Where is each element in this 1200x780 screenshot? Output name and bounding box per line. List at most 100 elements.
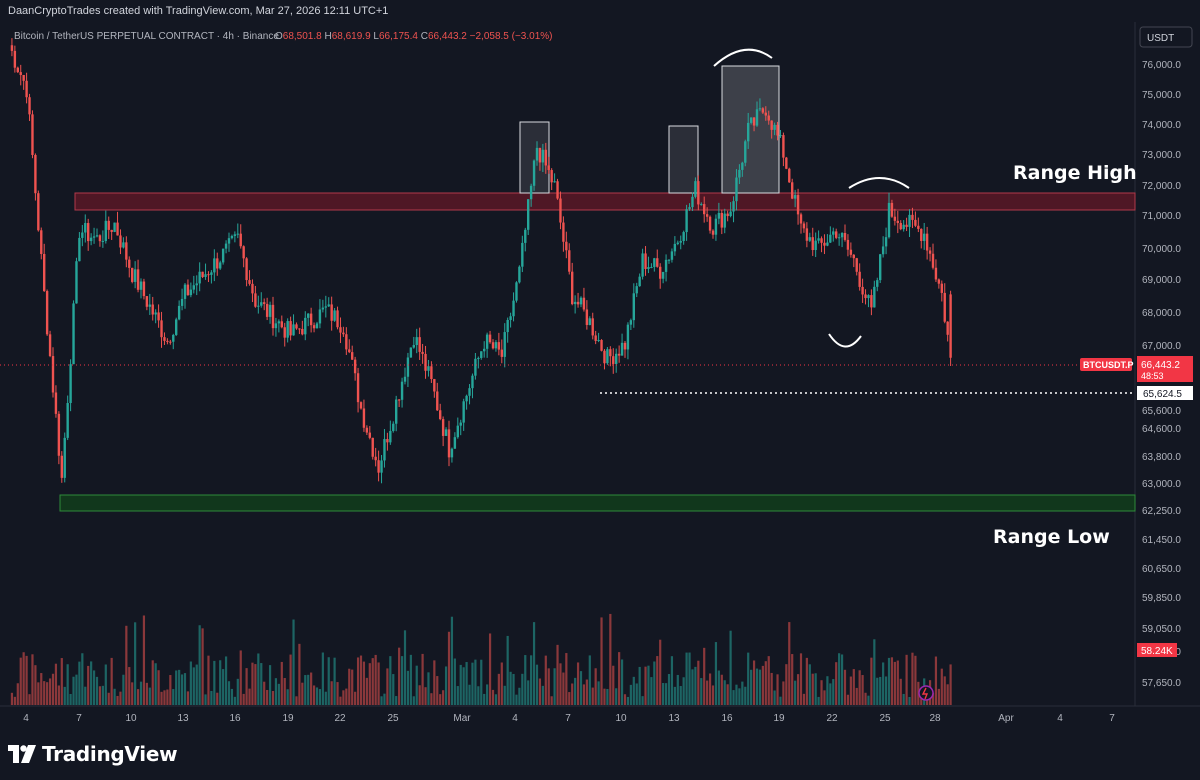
candle-body: [711, 230, 715, 235]
volume-bar: [392, 674, 395, 705]
volume-bar: [210, 690, 213, 705]
volume-bar: [60, 658, 63, 705]
candle-body: [154, 312, 157, 315]
volume-bar: [330, 681, 333, 705]
candle-body: [436, 391, 439, 411]
volume-bar: [227, 681, 231, 705]
volume-bar: [345, 688, 348, 705]
volume-bar: [515, 694, 518, 705]
candle-body: [395, 399, 398, 424]
candle-body: [884, 237, 888, 247]
volume-bar: [521, 673, 524, 705]
volume-bar: [582, 684, 586, 705]
volume-bar: [301, 682, 304, 705]
candle-body: [351, 352, 354, 360]
candle-body: [339, 327, 342, 333]
volume-bar: [914, 655, 917, 705]
volume-bar: [556, 644, 559, 705]
volume-bar: [612, 665, 615, 705]
volume-bar: [465, 662, 468, 705]
candle-body: [43, 253, 46, 292]
candle-body: [34, 154, 37, 194]
candle-body: [10, 45, 14, 51]
candle-body: [371, 437, 374, 457]
time-tick: 19: [282, 713, 294, 724]
candle-body: [612, 356, 615, 364]
candle-body: [131, 267, 134, 282]
volume-bar: [430, 693, 433, 705]
candle-body: [318, 309, 322, 324]
candle-body: [295, 324, 298, 329]
candle-body: [852, 254, 855, 259]
volume-bar: [796, 674, 800, 705]
volume-bar: [418, 685, 421, 705]
volume-bar: [266, 689, 269, 705]
time-tick: 22: [334, 713, 346, 724]
volume-bar: [747, 652, 750, 705]
volume-bar: [486, 684, 489, 705]
volume-bar: [40, 673, 43, 705]
price-axis[interactable]: 76,000.0 75,000.0 74,000.0 73,000.0 72,000.0…: [1142, 60, 1181, 689]
candle-body: [245, 258, 248, 281]
footer: TradingView: [0, 732, 1200, 780]
volume-bar: [741, 681, 744, 705]
candle-body: [92, 236, 96, 238]
candle-body: [735, 177, 738, 202]
volume-bar: [31, 654, 34, 705]
volume-bar: [224, 656, 228, 705]
time-tick: 4: [512, 713, 518, 724]
candle-body: [656, 258, 659, 267]
time-tick: 7: [1109, 713, 1115, 724]
candle-body: [902, 224, 905, 230]
volume-bar: [412, 696, 415, 705]
candle-body: [802, 223, 806, 229]
volume-bar: [843, 669, 847, 705]
candle-body: [87, 223, 90, 242]
volume-bar: [744, 686, 747, 705]
volume-bar: [444, 666, 448, 705]
candle-body: [673, 243, 677, 252]
time-axis[interactable]: 4 7 10 13 16 19 22 25 Mar 4 7 10 13 16 19 22 25 28 Apr 4 7: [23, 713, 1115, 724]
time-tick: 25: [879, 713, 891, 724]
volume-bar: [726, 684, 729, 705]
time-tick: 4: [23, 713, 29, 724]
candle-body: [257, 305, 260, 307]
volume-bar: [125, 625, 128, 705]
volume-bar: [700, 678, 703, 705]
price-tick: 70,000.0: [1142, 244, 1181, 255]
volume-bar: [471, 662, 474, 705]
price-tick: 59,050.0: [1142, 624, 1181, 635]
candle-body: [923, 233, 926, 241]
volume-bar: [43, 681, 46, 705]
candle-body: [544, 149, 547, 166]
volume-bar: [63, 686, 66, 705]
volume-bar: [201, 628, 204, 705]
tradingview-logo[interactable]: TradingView: [8, 742, 178, 766]
candle-body: [125, 242, 128, 260]
candle-body: [236, 233, 239, 235]
volume-bar: [764, 661, 767, 705]
volume-bar: [415, 665, 418, 705]
candle-body: [600, 340, 603, 351]
volume-bar: [421, 653, 424, 705]
candle-body: [180, 298, 184, 306]
candle-body: [430, 366, 433, 380]
candle-body: [219, 262, 222, 269]
volume-bar: [186, 691, 190, 705]
time-tick: 16: [721, 713, 733, 724]
price-chart[interactable]: Range High Range Low Bitcoin / TetherUS …: [0, 0, 1200, 732]
candle-body: [456, 425, 459, 438]
alert-icon[interactable]: [918, 685, 934, 701]
candle-body: [145, 296, 149, 307]
volume-bar: [46, 682, 49, 705]
time-tick: 10: [615, 713, 627, 724]
candle-body: [63, 437, 66, 478]
time-tick: Mar: [453, 713, 471, 724]
volume-bar: [706, 680, 709, 705]
volume-bar: [799, 653, 803, 705]
price-tick: 72,000.0: [1142, 181, 1181, 192]
currency-button[interactable]: [1139, 26, 1193, 48]
candle-body: [500, 349, 503, 357]
candle-body: [653, 258, 656, 267]
ohlc-key-C: C: [418, 31, 428, 42]
